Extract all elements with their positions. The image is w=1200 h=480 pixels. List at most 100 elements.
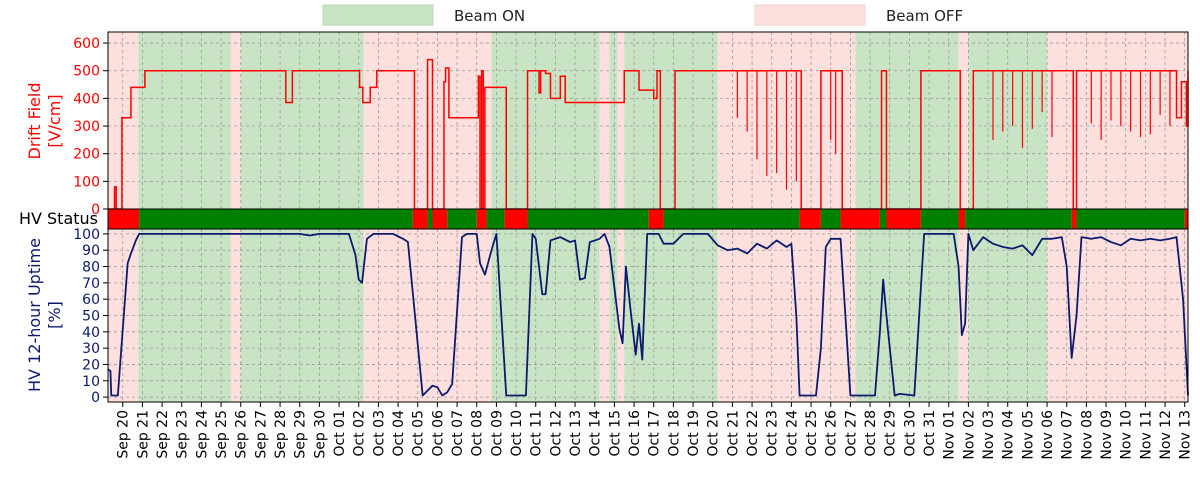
beam-on-band [968,32,1048,209]
uptime-ytick-label: 40 [82,325,100,341]
hv-status-off-segment [412,209,428,229]
x-tick-label: Nov 02 [961,410,977,460]
hv-status-on-segment [879,209,887,229]
beam-off-band [108,32,139,209]
x-tick-label: Nov 07 [1060,410,1076,460]
status-ylabel: HV Status [19,209,98,228]
x-tick-label: Oct 16 [627,410,643,457]
beam-on-band [138,32,231,209]
hv-status-off-segment [1071,209,1077,229]
x-tick-label: Oct 08 [470,410,486,456]
x-tick-label: Oct 04 [391,410,407,457]
x-tick-label: Oct 07 [450,410,466,456]
uptime-ytick-label: 20 [82,357,100,373]
x-tick-label: Oct 15 [607,410,623,456]
x-tick-label: Oct 21 [725,410,741,456]
uptime-ytick-label: 70 [82,276,100,292]
drift-ytick-label: 200 [73,147,100,163]
x-tick-label: Sep 22 [155,410,171,459]
uptime-ytick-label: 30 [82,341,100,357]
x-tick-label: Oct 29 [883,410,899,456]
x-tick-label: Oct 05 [411,410,427,456]
x-tick-label: Oct 26 [824,410,840,457]
hv-status-off-segment [840,209,880,229]
hv-status-off-segment [648,209,664,229]
x-tick-label: Nov 10 [1119,410,1135,460]
x-tick-label: Oct 24 [784,410,800,457]
x-tick-label: Sep 25 [214,410,230,459]
x-tick-label: Oct 23 [765,410,781,456]
x-tick-label: Sep 27 [253,410,269,459]
x-tick-label: Sep 30 [312,410,328,459]
x-tick-label: Oct 09 [489,410,505,456]
uptime-ylabel-line2: [%] [45,301,64,329]
drift-ytick-label: 300 [73,119,100,135]
x-tick-label: Oct 17 [647,410,663,456]
hv-status-off-segment [476,209,487,229]
beam-on-band [240,32,364,209]
beam-off-band [599,32,610,209]
drift-ytick-label: 100 [73,174,100,190]
beam-on-band [855,32,959,209]
beam-on-band [624,32,718,209]
x-tick-label: Oct 28 [863,410,879,456]
x-tick-label: Oct 31 [922,410,938,456]
legend-beam-on-swatch [322,4,434,26]
legend: Beam ON Beam OFF [322,4,963,26]
x-tick-label: Oct 25 [804,410,820,456]
hv-status-on-segment [1076,209,1185,229]
x-tick-label: Nov 08 [1079,410,1095,460]
hv-status-off-segment [1184,209,1188,229]
uptime-ytick-label: 100 [73,227,100,243]
x-tick-label: Nov 03 [981,410,997,460]
x-tick-label: Sep 29 [293,410,309,459]
drift-ytick-label: 600 [73,36,100,52]
x-tick-label: Oct 02 [352,410,368,456]
beam-off-band [958,32,969,209]
hv-status-on-segment [447,209,477,229]
beam-off-band [958,229,969,402]
legend-beam-on-label: Beam ON [454,7,525,25]
x-tick-label: Oct 30 [902,410,918,456]
x-tick-label: Nov 09 [1099,410,1115,460]
x-tick-label: Oct 27 [843,410,859,456]
legend-beam-off-swatch [754,4,866,26]
hv-status-off-segment [108,209,140,229]
uptime-ytick-label: 50 [82,309,100,325]
uptime-ytick-label: 90 [82,243,100,259]
x-tick-label: Oct 14 [588,410,604,457]
x-tick-label: Oct 06 [430,410,446,457]
hv-status-off-segment [504,209,528,229]
drift-ylabel-line1: Drift Field [25,83,44,160]
x-tick-label: Sep 21 [135,410,151,459]
drift-ytick-label: 400 [73,91,100,107]
hv-status-off-segment [958,209,966,229]
x-tick-label: Oct 20 [706,410,722,456]
beam-off-band [230,32,241,209]
uptime-ytick-label: 60 [82,292,100,308]
x-tick-label: Oct 22 [745,410,761,456]
uptime-ytick-label: 0 [91,390,100,406]
drift-ytick-label: 0 [91,202,100,218]
x-tick-label: Nov 12 [1158,410,1174,460]
hv-status-off-segment [799,209,821,229]
hv-status-off-segment [886,209,921,229]
x-tick-label: Nov 05 [1020,410,1036,460]
x-axis: Sep 20 Sep 21 Sep 22 Sep 23 Sep 24 Sep 25 Sep … [116,402,1194,460]
x-tick-label: Sep 28 [273,410,289,459]
hv-status-off-segment [432,209,448,229]
drift-ylabel-line2: [V/cm] [45,94,64,147]
hv-status-on-segment [820,209,841,229]
beam-on-band [609,32,618,209]
beam-on-band [138,229,231,402]
hv-status-on-segment [527,209,649,229]
x-tick-label: Sep 20 [116,410,132,459]
x-tick-label: Oct 19 [686,410,702,456]
uptime-ylabel-line1: HV 12-hour Uptime [25,238,44,392]
x-tick-label: Oct 13 [568,410,584,456]
beam-on-band [491,32,600,209]
beam-off-band [599,229,610,402]
x-tick-label: Oct 01 [332,410,348,456]
